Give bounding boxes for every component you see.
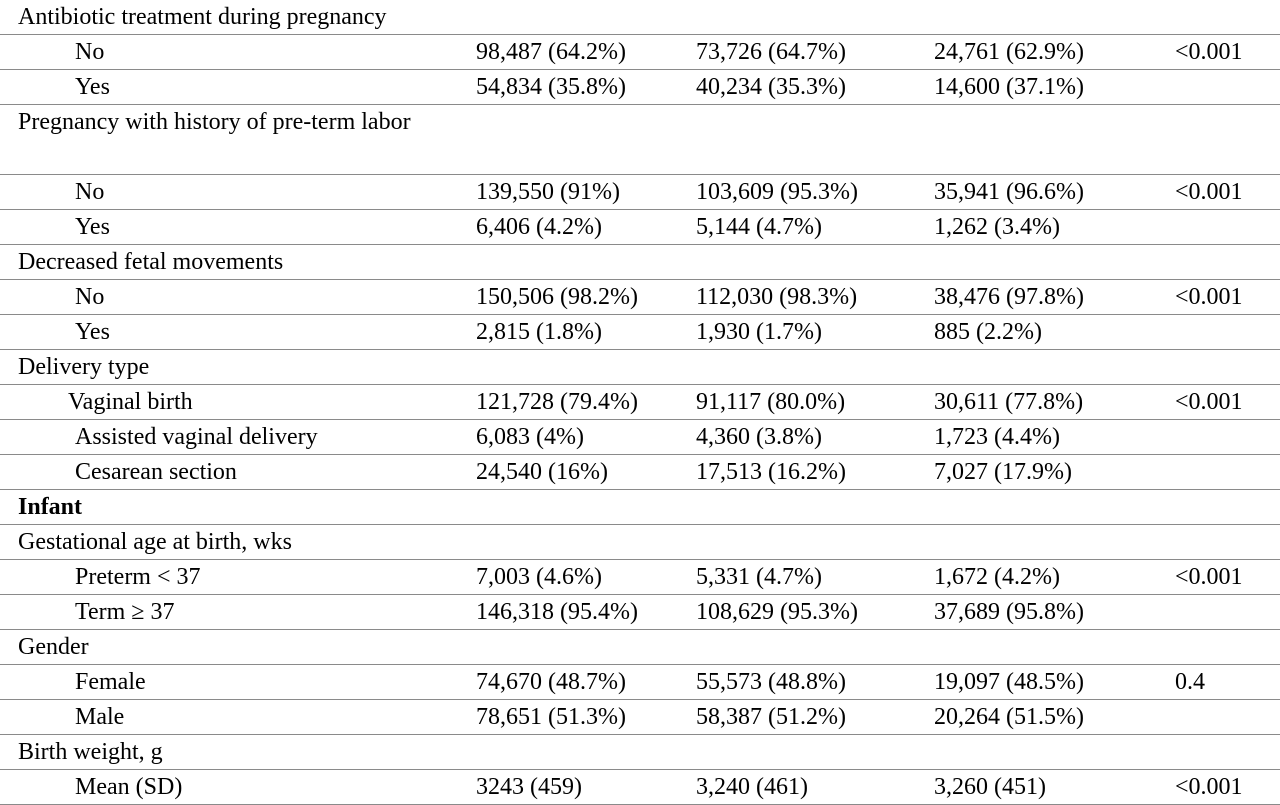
section-heading: Infant [18,494,83,520]
row-sublabel: No [75,179,105,205]
p-value-cell: <0.001 [1175,179,1243,205]
group1-cell: 4,360 (3.8%) [696,424,822,450]
total-cell: 78,651 (51.3%) [476,704,626,730]
group1-cell: 55,573 (48.8%) [696,669,846,695]
row-sublabel: Yes [75,214,110,240]
group1-cell: 112,030 (98.3%) [696,284,858,310]
p-value-cell: <0.001 [1175,389,1243,415]
row-label: Antibiotic treatment during pregnancy [18,4,387,30]
group1-cell: 91,117 (80.0%) [696,389,846,415]
total-cell: 6,083 (4%) [476,424,584,450]
row-sublabel: No [75,39,105,65]
group1-cell: 3,240 (461) [696,774,808,800]
group2-cell: 1,672 (4.2%) [934,564,1060,590]
total-cell: 146,318 (95.4%) [476,599,638,625]
group2-cell: 1,723 (4.4%) [934,424,1060,450]
group2-cell: 35,941 (96.6%) [934,179,1084,205]
group1-cell: 17,513 (16.2%) [696,459,846,485]
table-row: Term ≥ 37 146,318 (95.4%) 108,629 (95.3%) 3… [0,595,1280,630]
table-row: Preterm < 37 7,003 (4.6%) 5,331 (4.7%) 1,67… [0,560,1280,595]
row-sublabel: Male [75,704,125,730]
table-row: Infant [0,490,1280,525]
group2-cell: 885 (2.2%) [934,319,1042,345]
table-row: No 150,506 (98.2%) 112,030 (98.3%) 38,476 (… [0,280,1280,315]
group1-cell: 1,930 (1.7%) [696,319,822,345]
group2-cell: 20,264 (51.5%) [934,704,1084,730]
total-cell: 24,540 (16%) [476,459,608,485]
row-label: Decreased fetal movements [18,249,284,275]
row-sublabel: Cesarean section [75,459,237,485]
table-row: Female 74,670 (48.7%) 55,573 (48.8%) 19,097… [0,665,1280,700]
table-row: Assisted vaginal delivery 6,083 (4%) 4,360… [0,420,1280,455]
table-row: Yes 54,834 (35.8%) 40,234 (35.3%) 14,600 (3… [0,70,1280,105]
table-row: Cesarean section 24,540 (16%) 17,513 (16.2… [0,455,1280,490]
group2-cell: 7,027 (17.9%) [934,459,1072,485]
table-row: No 98,487 (64.2%) 73,726 (64.7%) 24,761 (62… [0,35,1280,70]
group2-cell: 24,761 (62.9%) [934,39,1084,65]
row-sublabel: No [75,284,105,310]
p-value-cell: 0.4 [1175,669,1205,695]
group1-cell: 73,726 (64.7%) [696,39,846,65]
group2-cell: 14,600 (37.1%) [934,74,1084,100]
total-cell: 150,506 (98.2%) [476,284,638,310]
group2-cell: 37,689 (95.8%) [934,599,1084,625]
group1-cell: 103,609 (95.3%) [696,179,858,205]
total-cell: 2,815 (1.8%) [476,319,602,345]
p-value-cell: <0.001 [1175,774,1243,800]
row-label: Birth weight, g [18,739,163,765]
table-row: Delivery type [0,350,1280,385]
row-label: Pregnancy with history of pre-term labor [18,109,411,135]
group2-cell: 19,097 (48.5%) [934,669,1084,695]
group2-cell: 1,262 (3.4%) [934,214,1060,240]
group2-cell: 30,611 (77.8%) [934,389,1084,415]
table-row: No 139,550 (91%) 103,609 (95.3%) 35,941 (96… [0,175,1280,210]
total-cell: 6,406 (4.2%) [476,214,602,240]
total-cell: 98,487 (64.2%) [476,39,626,65]
p-value-cell: <0.001 [1175,564,1243,590]
table-row: Vaginal birth 121,728 (79.4%) 91,117 (80.0… [0,385,1280,420]
total-cell: 54,834 (35.8%) [476,74,626,100]
table-row: Gestational age at birth, wks [0,525,1280,560]
row-label: Gestational age at birth, wks [18,529,292,555]
row-sublabel: Female [75,669,146,695]
row-label: Delivery type [18,354,150,380]
row-sublabel: Yes [75,319,110,345]
table-row: Pregnancy with history of pre-term labor [0,105,1280,175]
row-sublabel: Preterm < 37 [75,564,201,590]
group2-cell: 38,476 (97.8%) [934,284,1084,310]
table-row: Decreased fetal movements [0,245,1280,280]
table-row: Mean (SD) 3243 (459) 3,240 (461) 3,260 (451… [0,770,1280,805]
table-row: Birth weight, g [0,735,1280,770]
p-value-cell: <0.001 [1175,284,1243,310]
group1-cell: 5,144 (4.7%) [696,214,822,240]
table-row: Yes 6,406 (4.2%) 5,144 (4.7%) 1,262 (3.4%) [0,210,1280,245]
table-row: Yes 2,815 (1.8%) 1,930 (1.7%) 885 (2.2%) [0,315,1280,350]
total-cell: 7,003 (4.6%) [476,564,602,590]
total-cell: 121,728 (79.4%) [476,389,638,415]
total-cell: 3243 (459) [476,774,582,800]
table-row: Antibiotic treatment during pregnancy [0,0,1280,35]
p-value-cell: <0.001 [1175,39,1243,65]
row-sublabel: Assisted vaginal delivery [75,424,318,450]
total-cell: 74,670 (48.7%) [476,669,626,695]
row-sublabel: Mean (SD) [75,774,183,800]
group1-cell: 58,387 (51.2%) [696,704,846,730]
group2-cell: 3,260 (451) [934,774,1046,800]
group1-cell: 5,331 (4.7%) [696,564,822,590]
group1-cell: 40,234 (35.3%) [696,74,846,100]
table-row: Male 78,651 (51.3%) 58,387 (51.2%) 20,264 (… [0,700,1280,735]
table-row: Gender [0,630,1280,665]
row-sublabel: Yes [75,74,110,100]
group1-cell: 108,629 (95.3%) [696,599,858,625]
row-label: Gender [18,634,89,660]
total-cell: 139,550 (91%) [476,179,620,205]
row-sublabel: Vaginal birth [68,389,193,415]
row-sublabel: Term ≥ 37 [75,599,175,625]
